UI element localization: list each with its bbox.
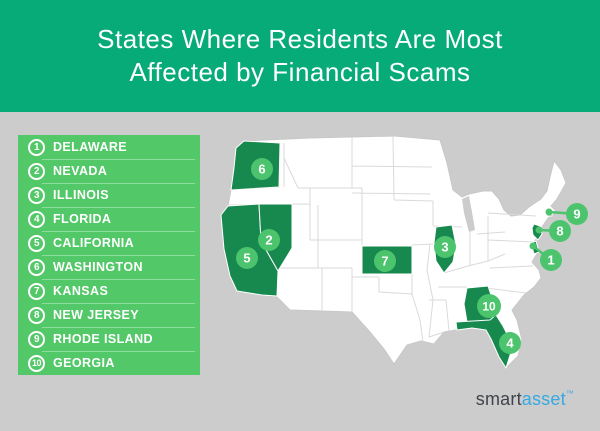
list-item: 5 CALIFORNIA [18, 231, 200, 255]
list-item: 8 NEW JERSEY [18, 303, 200, 327]
rank-marker [236, 247, 258, 269]
marker-dot [545, 208, 553, 216]
marker-dot [535, 226, 543, 234]
list-item: 3 ILLINOIS [18, 183, 200, 207]
list-item: 7 KANSAS [18, 279, 200, 303]
rank-badge: 5 [28, 234, 45, 252]
rank-badge: 2 [28, 162, 45, 180]
rank-marker-number: 2 [265, 233, 272, 248]
list-item: 6 WASHINGTON [18, 255, 200, 279]
rank-marker-number: 9 [573, 207, 580, 222]
rank-badge: 8 [28, 306, 45, 324]
rank-marker-number: 6 [258, 162, 265, 177]
state-name: GEORGIA [53, 356, 115, 370]
state-name: KANSAS [53, 284, 109, 298]
rank-marker-number: 7 [381, 254, 388, 269]
rank-badge: 9 [28, 330, 45, 348]
rank-marker-number: 5 [243, 251, 250, 266]
rank-marker [566, 203, 588, 225]
state-name: WASHINGTON [53, 260, 143, 274]
logo-smart: smart [475, 389, 522, 409]
state-name: NEVADA [53, 164, 108, 178]
marker-dot [529, 242, 537, 250]
logo-asset: asset [521, 389, 566, 409]
ranking-panel: 1 DELAWARE 2 NEVADA 3 ILLINOIS 4 FLORIDA 5 CALIFO… [18, 135, 200, 375]
rank-badge: 1 [28, 138, 45, 156]
map-markers: 1 2 3 4 5 6 7 89 10 [236, 158, 588, 354]
state-name: DELAWARE [53, 140, 128, 154]
state-name: CALIFORNIA [53, 236, 135, 250]
rank-marker-number: 8 [556, 224, 563, 239]
rank-marker-number: 3 [441, 240, 448, 255]
rank-marker [258, 229, 280, 251]
rank-badge: 4 [28, 210, 45, 228]
rank-marker [499, 332, 521, 354]
list-item: 2 NEVADA [18, 159, 200, 183]
rank-marker [251, 158, 273, 180]
rank-marker [374, 250, 396, 272]
rank-marker [434, 236, 456, 258]
state-name: RHODE ISLAND [53, 332, 153, 346]
list-item: 10 GEORGIA [18, 351, 200, 375]
rank-marker [477, 294, 501, 318]
list-item: 1 DELAWARE [18, 135, 200, 159]
list-item: 9 RHODE ISLAND [18, 327, 200, 351]
rank-badge: 10 [28, 354, 45, 372]
list-item: 4 FLORIDA [18, 207, 200, 231]
smartasset-logo: smartasset™ [476, 389, 574, 410]
rank-marker [549, 220, 571, 242]
rank-marker [540, 249, 562, 271]
rank-marker-number: 4 [506, 336, 514, 351]
lake-michigan [462, 196, 475, 232]
title-line-1: States Where Residents Are Most [97, 24, 503, 54]
rank-badge: 6 [28, 258, 45, 276]
logo-trademark: ™ [565, 389, 574, 398]
rank-badge: 3 [28, 186, 45, 204]
state-name: NEW JERSEY [53, 308, 139, 322]
title-banner: States Where Residents Are Most Affected… [0, 0, 600, 112]
rank-marker-number: 1 [547, 253, 554, 268]
state-name: FLORIDA [53, 212, 112, 226]
state-name: ILLINOIS [53, 188, 109, 202]
rank-badge: 7 [28, 282, 45, 300]
title-line-2: Affected by Financial Scams [129, 57, 471, 87]
rank-marker-number: 10 [482, 300, 496, 314]
